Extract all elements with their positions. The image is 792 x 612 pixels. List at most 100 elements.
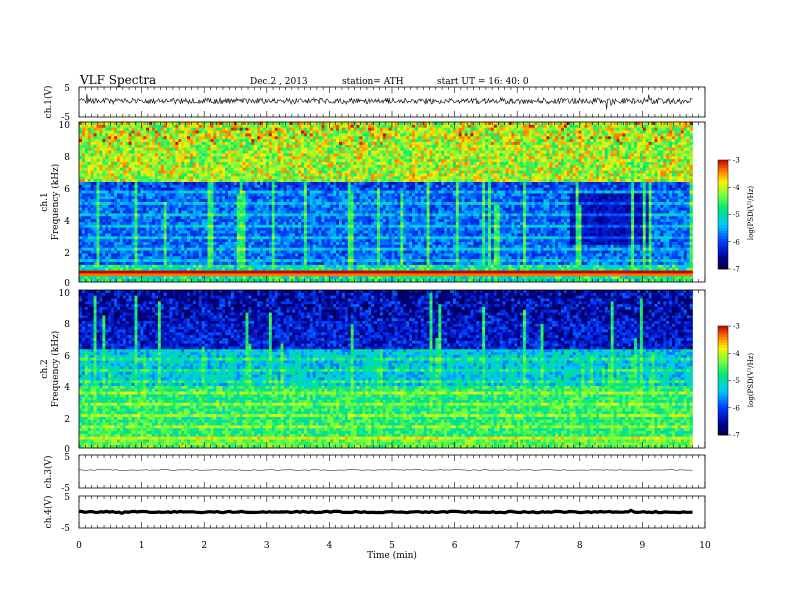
ch1-waveform-panel: 5 -5 ch.1(V) [43,84,706,123]
spectrogram-cell [587,164,591,169]
spectrogram-cell [461,136,465,140]
spectrogram-cell [315,170,319,174]
spectrogram-cell [452,179,457,183]
spectrogram-cell [283,133,287,137]
spectrogram-cell [403,136,407,140]
spectrogram-cell [634,124,638,129]
spectrogram-cell [476,187,480,191]
spectrogram-cell [187,127,191,131]
spectrogram-cell [452,153,457,157]
spectrogram-cell [450,150,454,154]
spectrogram-cell [499,159,503,163]
spectrogram-cell [93,176,97,180]
spectrogram-cell [490,162,495,166]
spectrogram-cell [479,153,483,157]
spectrogram-cell [487,164,492,169]
spectrogram-cell [90,124,94,129]
spectrogram-cell [584,133,588,137]
spectrogram-cell [146,130,150,134]
spectrogram-cell [79,162,83,166]
spectrogram-cell [534,136,538,140]
spectrogram-cell [146,153,150,157]
spectrogram-cell [356,182,360,186]
spectrogram-cell [219,136,223,140]
spectrogram-cell [663,164,667,169]
spectrogram-cell [394,139,398,143]
spectrogram-cell [379,176,384,180]
spectrogram-cell [631,176,635,180]
spectrogram-cell [663,130,667,134]
spectrogram-cell [490,127,495,131]
spectrogram-cell [122,156,127,160]
spectrogram-cell [309,187,314,191]
spectrogram-cell [298,124,302,129]
spectrogram-cell [534,147,538,151]
spectrogram-cell [485,179,489,183]
spectrogram-cell [406,142,410,146]
spectrogram-cell [371,136,375,140]
spectrogram-cell [575,136,579,140]
spectrogram-cell [178,184,182,189]
spectrogram-cell [333,136,337,140]
spectrogram-cell [537,127,541,131]
spectrogram-cell [114,162,118,166]
spectrogram-cell [274,153,278,157]
spectrogram-cell [631,147,635,151]
spectrogram-cell [680,142,685,146]
spectrogram-cell [505,170,509,174]
spectrogram-cell [111,153,115,157]
spectrogram-cell [464,182,468,186]
spectrogram-cell [493,133,498,137]
spectrogram-cell [382,173,387,177]
spectrogram-cell [190,142,194,146]
spectrogram-cell [254,130,258,134]
spectrogram-cell [394,127,398,131]
spectrogram-cell [464,173,468,177]
spectrogram-cell [496,142,501,146]
spectrogram-cell [537,130,541,134]
spectrogram-cell [575,130,579,134]
spectrogram-cell [245,133,249,137]
spectrogram-cell [257,153,261,157]
spectrogram-cell [143,124,147,129]
spectrogram-cell [324,170,328,174]
spectrogram-cell [114,187,118,191]
spectrogram-cell [119,122,124,126]
spectrogram-cell [292,133,296,137]
spectrogram-cell [403,156,407,160]
spectrogram-cell [578,153,582,157]
spectrogram-cell [552,162,556,166]
spectrogram-cell [184,179,188,183]
spectrogram-cell [227,147,232,151]
spectrogram-cell [295,124,299,129]
spectrogram-cell [639,142,644,146]
spectrogram-cell [543,162,547,166]
spectrogram-cell [631,142,635,146]
spectrogram-cell [438,122,442,126]
spectrogram-cell [601,142,606,146]
spectrogram-cell [263,147,267,151]
spectrogram-cell [660,162,664,166]
spectrogram-cell [96,133,100,137]
spectrogram-cell [558,170,562,174]
spectrogram-cell [178,133,182,137]
spectrogram-cell [672,139,676,143]
spectrogram-cell [508,136,512,140]
spectrogram-cell [204,187,208,191]
spectrogram-cell [295,142,299,146]
spectrogram-cell [563,144,568,149]
spectrogram-cell [116,124,121,129]
spectrogram-cell [134,144,138,149]
spectrogram-cell [412,179,416,183]
spectrogram-cell [502,127,506,131]
spectrogram-cell [540,170,544,174]
spectrogram-cell [563,130,568,134]
spectrogram-cell [321,179,325,183]
spectrogram-cell [490,156,495,160]
spectrogram-cell [531,133,536,137]
spectrogram-cell [528,122,533,126]
spectrogram-cell [96,139,100,143]
spectrogram-cell [379,162,384,166]
spectrogram-cell [426,127,430,131]
spectrogram-cell [190,144,194,149]
